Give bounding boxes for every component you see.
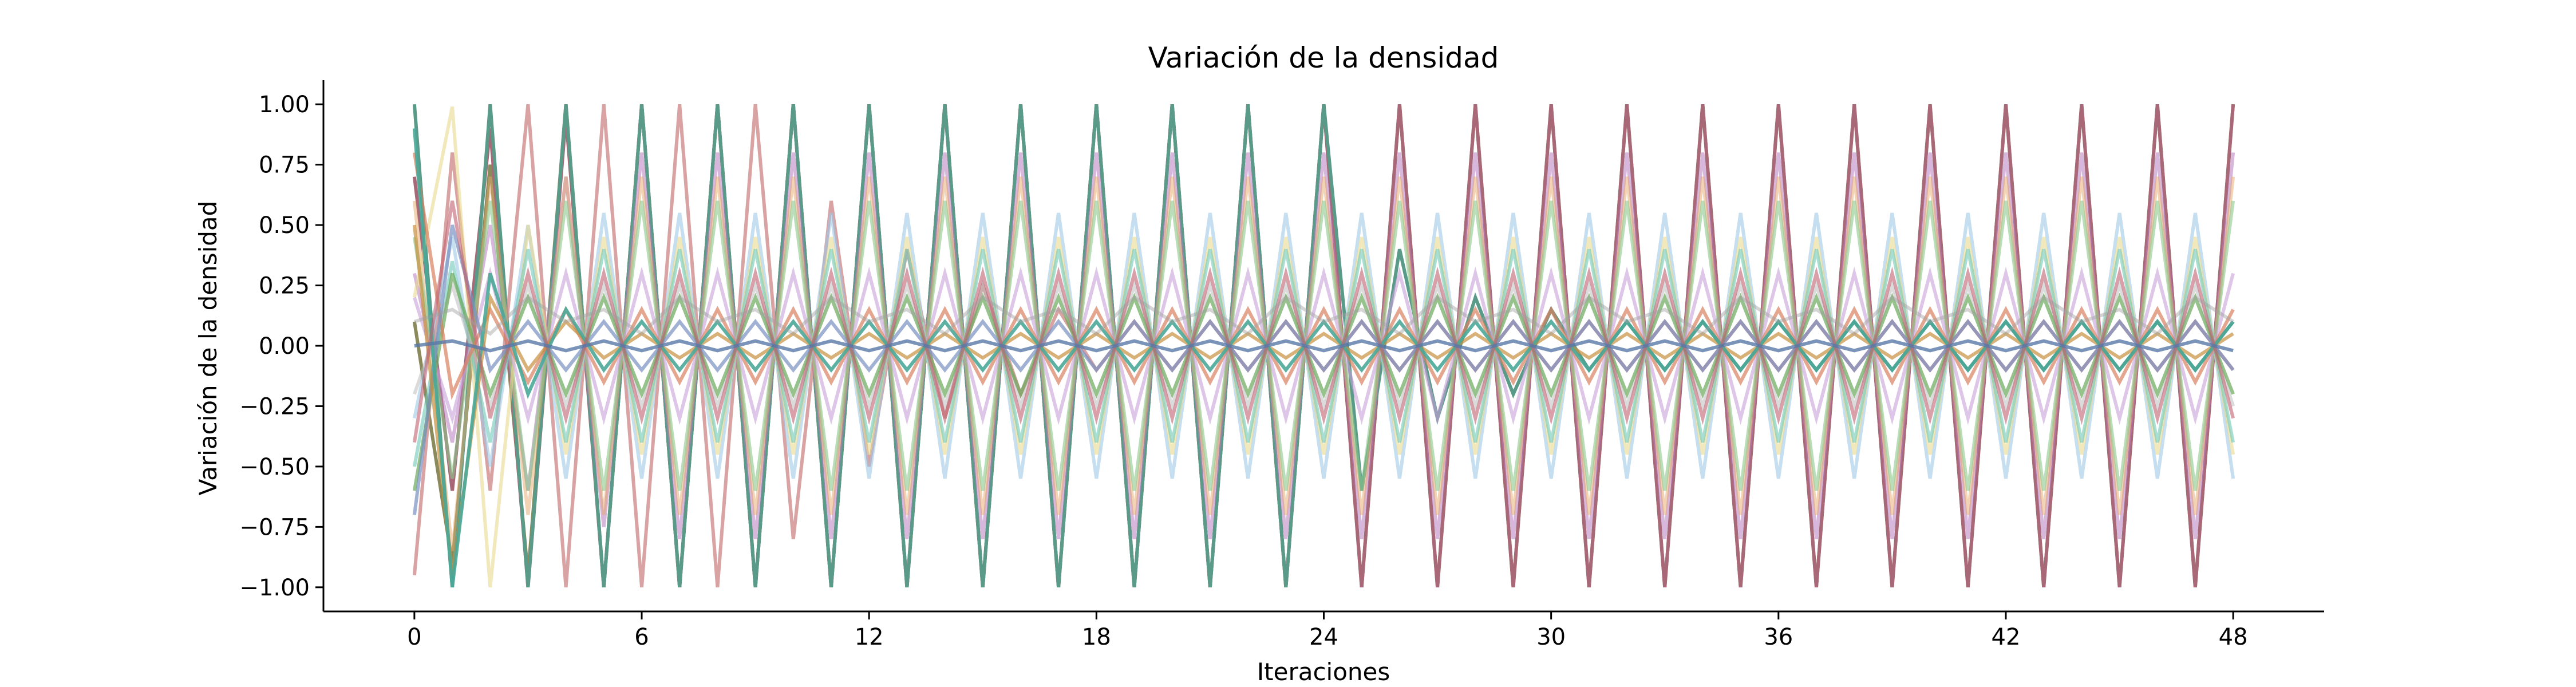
x-axis-label: Iteraciones	[1257, 658, 1390, 686]
y-tick-label: 0.25	[259, 273, 310, 299]
x-tick-label: 6	[634, 624, 649, 650]
y-axis-label: Variación de la densidad	[194, 201, 222, 496]
y-tick-label: −0.50	[239, 454, 310, 480]
x-tick-label: 24	[1309, 624, 1338, 650]
series-line-8	[412, 200, 2235, 491]
y-tick-label: −0.75	[239, 514, 310, 540]
series-line-20	[414, 339, 2234, 353]
x-tick-label: 42	[1992, 624, 2021, 650]
x-tick-label: 18	[1082, 624, 1111, 650]
y-tick-label: 0.00	[259, 333, 310, 360]
series-layer	[412, 104, 2235, 588]
series-line-13	[412, 273, 2235, 491]
y-tick-label: 1.00	[259, 92, 310, 118]
y-tick-label: 0.50	[259, 212, 310, 239]
x-tick-label: 12	[855, 624, 884, 650]
series-line-18	[412, 200, 2235, 443]
x-tick-label: 36	[1764, 624, 1793, 650]
series-line-9	[412, 106, 2235, 588]
series-line-11	[413, 266, 2235, 425]
series-line-15	[412, 224, 2235, 515]
series-line-6	[412, 176, 2235, 551]
series-line-12	[413, 279, 2235, 412]
y-tick-label: −1.00	[239, 575, 310, 601]
y-tick-label: 0.75	[259, 152, 310, 179]
y-axis-ticks: 1.00 0.75 0.50 0.25 0.00 −0.25 −0.50 −0.75 −1.00	[239, 92, 323, 601]
series-line-17	[412, 128, 2235, 588]
x-tick-label: 30	[1536, 624, 1566, 650]
series-line-10	[412, 248, 2235, 467]
series-line-7	[412, 212, 2235, 479]
series-line-5	[412, 152, 2235, 539]
series-line-16	[412, 224, 2234, 576]
series-line-14	[412, 152, 2235, 400]
x-tick-label: 0	[407, 624, 421, 650]
x-tick-label: 48	[2219, 624, 2248, 650]
series-line-19	[413, 295, 2234, 336]
x-axis-ticks: 0 6 12 18 24 30 36 42 48	[407, 611, 2248, 650]
chart-title: Variación de la densidad	[1148, 41, 1499, 74]
y-tick-label: −0.25	[239, 393, 310, 420]
